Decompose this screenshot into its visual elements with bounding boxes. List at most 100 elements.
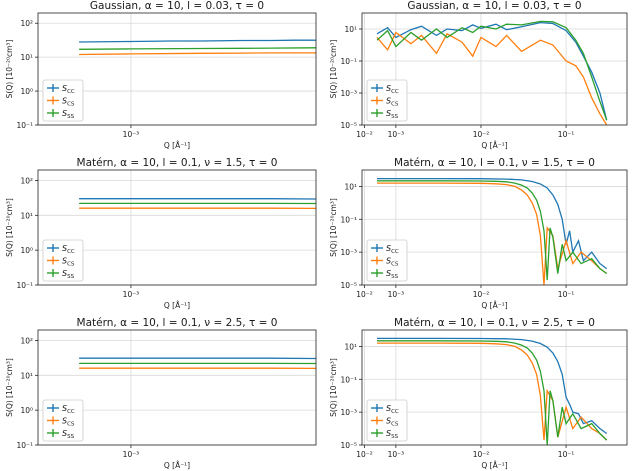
y-tick-label: 10¹ bbox=[344, 342, 357, 351]
legend-label-main: S bbox=[386, 109, 391, 118]
subplot-title: Matérn, α = 10, l = 0.1, ν = 1.5, τ = 0 bbox=[77, 157, 278, 169]
legend-label-main: S bbox=[62, 97, 67, 106]
x-tick-label: 10⁻¹ bbox=[558, 290, 575, 299]
subplot-5: Matérn, α = 10, l = 0.1, ν = 2.5, τ = 0 1… bbox=[5, 317, 373, 470]
y-tick-label: 10¹ bbox=[20, 53, 33, 62]
subplot-1: Gaussian, α = 10, l = 0.03, τ = 0 10⁻³ 10⁻… bbox=[5, 0, 373, 150]
y-tick-label: 10⁰ bbox=[20, 246, 33, 255]
legend-label-S_ss: SSS bbox=[62, 269, 75, 280]
x-tick-label: 10⁻² bbox=[356, 130, 373, 139]
series-line-S_cc bbox=[79, 39, 316, 43]
y-tick-label: 10¹ bbox=[20, 371, 33, 380]
series-line-S_cc bbox=[79, 198, 316, 200]
y-tick-label: 10⁻¹ bbox=[340, 375, 357, 384]
y-tick-label: 10⁰ bbox=[20, 406, 33, 415]
x-tick-label: 10⁻² bbox=[473, 450, 490, 459]
subplot-title: Matérn, α = 10, l = 0.1, ν = 2.5, τ = 0 bbox=[394, 317, 595, 329]
series-line-S_cs bbox=[376, 31, 608, 125]
legend-label-sub: CC bbox=[391, 249, 399, 255]
y-tick-label: 10² bbox=[20, 19, 33, 28]
series-line-S_cc bbox=[376, 21, 608, 121]
legend-label-main: S bbox=[386, 404, 391, 413]
legend-label-main: S bbox=[386, 269, 391, 278]
x-tick-label: 10⁻³ bbox=[388, 130, 405, 139]
legend-label-S_ss: SSS bbox=[62, 109, 75, 120]
legend-label-sub: SS bbox=[391, 434, 398, 440]
legend-label-main: S bbox=[62, 244, 67, 253]
legend-label-sub: SS bbox=[67, 274, 74, 280]
legend-label-main: S bbox=[386, 97, 391, 106]
legend-label-S_cs: SCS bbox=[386, 257, 399, 268]
x-tick-label: 10⁻³ bbox=[388, 450, 405, 459]
series-line-S_ss bbox=[377, 340, 608, 445]
subplot-title: Matérn, α = 10, l = 0.1, ν = 2.5, τ = 0 bbox=[77, 317, 278, 329]
series-line-S_cc bbox=[79, 357, 316, 360]
y-tick-label: 10² bbox=[20, 176, 33, 185]
legend-label-S_cc: SCC bbox=[386, 84, 399, 95]
x-tick-label: 10⁻² bbox=[356, 450, 373, 459]
legend-label-S_cc: SCC bbox=[62, 84, 75, 95]
legend-label-S_cs: SCS bbox=[62, 257, 75, 268]
legend-label-sub: CC bbox=[391, 409, 399, 415]
legend-label-sub: CS bbox=[67, 102, 75, 108]
legend-label-S_ss: SSS bbox=[386, 109, 399, 120]
legend-label-S_cc: SCC bbox=[386, 244, 399, 255]
subplot-6: Matérn, α = 10, l = 0.1, ν = 2.5, τ = 0 1… bbox=[329, 317, 628, 470]
y-axis-label: S(Q) [10⁻²⁰cm³] bbox=[329, 358, 338, 417]
y-tick-label: 10⁰ bbox=[20, 87, 33, 96]
series-line-S_cs bbox=[377, 182, 608, 285]
legend-label-main: S bbox=[62, 417, 67, 426]
legend-label-sub: CS bbox=[391, 262, 399, 268]
legend-label-sub: CC bbox=[67, 409, 75, 415]
y-axis-label: S(Q) [10⁻²⁰cm³] bbox=[5, 40, 14, 99]
x-axis-label: Q [Å⁻¹] bbox=[481, 301, 507, 310]
y-tick-label: 10¹ bbox=[344, 182, 357, 191]
legend-label-main: S bbox=[62, 84, 67, 93]
legend-label-S_cs: SCS bbox=[62, 417, 75, 428]
series-line-S_ss bbox=[377, 180, 608, 281]
legend-label-sub: SS bbox=[67, 114, 74, 120]
y-tick-label: 10⁻¹ bbox=[16, 281, 33, 290]
legend-label-main: S bbox=[386, 84, 391, 93]
y-tick-label: 10⁻⁵ bbox=[340, 281, 357, 290]
subplot-2: Gaussian, α = 10, l = 0.03, τ = 0 10⁻³ 10⁻… bbox=[329, 0, 628, 150]
y-tick-label: 10¹ bbox=[344, 25, 357, 34]
x-tick-label: 10⁻³ bbox=[123, 450, 140, 459]
y-axis-label: S(Q) [10⁻²⁰cm³] bbox=[5, 198, 14, 257]
x-tick-label: 10⁻¹ bbox=[558, 130, 575, 139]
legend-label-main: S bbox=[62, 404, 67, 413]
subplot-title: Gaussian, α = 10, l = 0.03, τ = 0 bbox=[90, 0, 264, 12]
legend-label-main: S bbox=[386, 257, 391, 266]
legend-label-main: S bbox=[386, 429, 391, 438]
x-axis-label: Q [Å⁻¹] bbox=[164, 301, 190, 310]
series-line-S_cs bbox=[79, 367, 316, 370]
y-tick-label: 10² bbox=[20, 336, 33, 345]
axes-frame bbox=[361, 12, 628, 126]
y-tick-label: 10⁻⁵ bbox=[340, 441, 357, 450]
y-tick-label: 10⁻³ bbox=[340, 408, 357, 417]
legend-label-main: S bbox=[62, 257, 67, 266]
legend-label-main: S bbox=[386, 244, 391, 253]
y-tick-label: 10⁻¹ bbox=[16, 441, 33, 450]
axes-frame bbox=[37, 169, 317, 286]
x-axis-label: Q [Å⁻¹] bbox=[164, 461, 190, 470]
series-line-S_ss bbox=[79, 202, 316, 205]
series-line-S_cc bbox=[377, 337, 608, 435]
subplot-4: Matérn, α = 10, l = 0.1, ν = 1.5, τ = 0 1… bbox=[329, 157, 628, 310]
legend-label-S_cs: SCS bbox=[386, 97, 399, 108]
x-tick-label: 10⁻² bbox=[473, 290, 490, 299]
legend-label-sub: CS bbox=[391, 102, 399, 108]
series-line-S_ss bbox=[376, 20, 608, 121]
legend-label-sub: CS bbox=[67, 262, 75, 268]
legend-label-S_ss: SSS bbox=[386, 269, 399, 280]
y-tick-label: 10⁻⁵ bbox=[340, 121, 357, 130]
subplot-title: Gaussian, α = 10, l = 0.03, τ = 0 bbox=[407, 0, 581, 12]
y-tick-label: 10⁻¹ bbox=[340, 215, 357, 224]
legend-label-main: S bbox=[62, 429, 67, 438]
